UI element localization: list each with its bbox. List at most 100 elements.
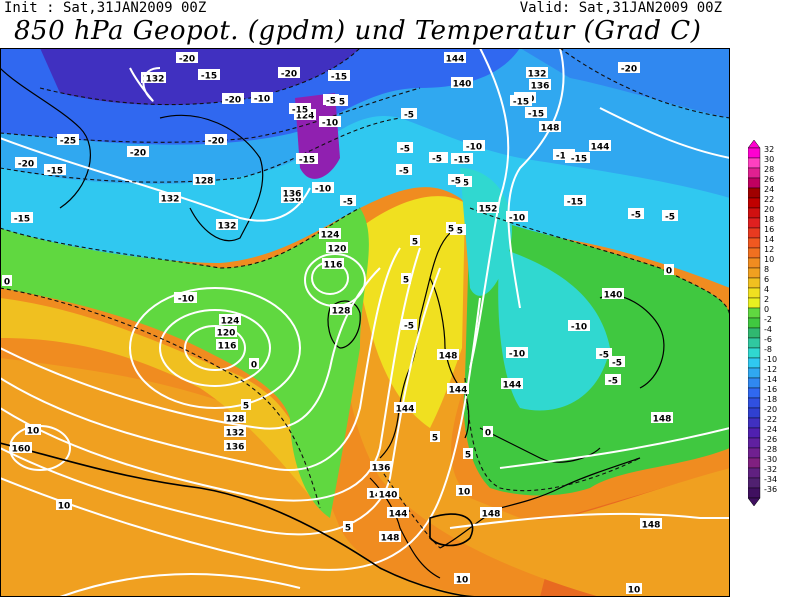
temp-label-bg <box>506 347 528 358</box>
geopot-label: 132 <box>218 222 237 232</box>
geopot-label: 120 <box>217 329 236 339</box>
legend-value-label: -6 <box>764 335 772 344</box>
legend-value-label: -12 <box>764 365 777 374</box>
temp-label: -20 <box>179 55 195 65</box>
legend-swatch <box>748 317 761 329</box>
temp-zone-minus8-east <box>498 248 610 411</box>
legend-swatch <box>748 207 761 219</box>
temp-label: -5 <box>326 97 336 107</box>
temp-label: 10 <box>27 427 40 437</box>
geopot-label: 136 <box>283 195 302 205</box>
geopot-label-bg <box>319 228 341 239</box>
legend-value-label: -20 <box>764 405 777 414</box>
legend-value-label: -4 <box>764 325 772 334</box>
temp-label-bg <box>278 67 300 78</box>
temp-contour-minus15-ne <box>559 48 730 119</box>
legend-arrow-bottom <box>748 497 761 507</box>
temp-label-bg <box>249 358 259 369</box>
legend-swatch <box>748 337 761 349</box>
temp-label: -5 <box>665 213 675 223</box>
temp-label: -5 <box>404 111 414 121</box>
temp-label: 10 <box>456 576 469 586</box>
geopot-label: 144 <box>591 143 610 153</box>
temp-label-bg <box>323 94 339 105</box>
legend-swatch <box>748 197 761 209</box>
geopot-contour-144-ne <box>599 107 730 159</box>
temp-label-bg <box>664 264 674 275</box>
temp-label-layer: -25-20-15-20-15-10-20-25-20-20-15-15-10-… <box>2 52 678 596</box>
temp-label-bg <box>506 211 528 222</box>
temp-label-bg <box>175 292 197 303</box>
temp-contour-minus10 <box>0 117 401 183</box>
temp-label: -25 <box>60 137 76 147</box>
temp-label-bg <box>25 424 41 435</box>
legend-value-label: 0 <box>764 305 769 314</box>
legend-value-label: -8 <box>764 345 772 354</box>
temp-label-bg <box>662 210 678 221</box>
temp-label: 0 <box>666 267 672 277</box>
temp-label-bg <box>628 208 644 219</box>
legend-value-label: 2 <box>764 295 769 304</box>
temp-label-bg <box>448 174 464 185</box>
geopot-label-bg <box>224 412 246 423</box>
temp-label: -5 <box>631 211 641 221</box>
geopot-label-bg <box>480 507 502 518</box>
geopot-contour-144 <box>0 297 481 571</box>
temp-label-bg <box>198 69 220 80</box>
geopot-contour-148 <box>59 572 301 597</box>
temp-label-bg <box>463 448 473 459</box>
temp-label-bg <box>618 62 640 73</box>
geopot-label-bg <box>224 440 246 451</box>
legend-swatch <box>748 487 761 499</box>
legend-swatch <box>748 417 761 429</box>
legend-swatch <box>748 267 761 279</box>
temp-label: -5 <box>399 167 409 177</box>
temp-label: -15 <box>556 152 572 162</box>
temp-label: -20 <box>18 160 34 170</box>
geopot-label: 144 <box>503 381 522 391</box>
legend-swatch <box>748 357 761 369</box>
temp-label: -10 <box>315 185 331 195</box>
temp-label: 0 <box>251 361 257 371</box>
geopot-label: 124 <box>321 231 340 241</box>
temp-label: -15 <box>331 73 347 83</box>
geopot-label-bg <box>589 140 611 151</box>
temp-label: -5 <box>612 359 622 369</box>
temp-label-bg <box>328 70 350 81</box>
valid-time-label: Valid: Sat,31JAN2009 00Z <box>519 0 722 16</box>
temp-zone-ne-cold <box>520 48 730 118</box>
temp-label: -5 <box>400 145 410 155</box>
geopot-label-bg <box>10 442 32 453</box>
temp-label: -5 <box>451 177 461 187</box>
geopot-label: 136 <box>372 464 391 474</box>
geopot-label: 148 <box>541 124 560 134</box>
legend-swatch <box>748 237 761 249</box>
geopot-contour-132-n <box>0 137 311 222</box>
weather-map: 128 132 136 128 132 124 136 132 144 140 136 132 148 1… <box>0 48 730 597</box>
geopot-label-bg <box>451 77 473 88</box>
geopot-label: 152 <box>479 205 498 215</box>
temp-label: 5 <box>448 225 454 235</box>
geopot-label-bg <box>602 288 624 299</box>
geopot-label: 128 <box>195 177 214 187</box>
temp-label-bg <box>401 319 417 330</box>
temp-label: 0 <box>4 278 10 288</box>
temp-label-bg <box>127 146 149 157</box>
geopot-label: 132 <box>146 75 165 85</box>
temp-label: -15 <box>513 98 529 108</box>
temp-label-bg <box>205 134 227 145</box>
temp-label-bg <box>241 399 251 410</box>
temp-label-bg <box>446 222 456 233</box>
temp-label-bg <box>401 108 417 119</box>
temp-label: -15 <box>292 106 308 116</box>
geopot-label: 144 <box>446 55 465 65</box>
temp-label: -15 <box>567 198 583 208</box>
temp-label-bg <box>397 142 413 153</box>
geopot-label: 128 <box>332 307 351 317</box>
geopot-label: 132 <box>161 195 180 205</box>
legend-value-label: 32 <box>764 145 774 154</box>
legend-value-label: 20 <box>764 205 774 214</box>
geopot-label-bg <box>159 192 181 203</box>
legend-swatch <box>748 447 761 459</box>
geopot-label: 140 <box>379 491 398 501</box>
